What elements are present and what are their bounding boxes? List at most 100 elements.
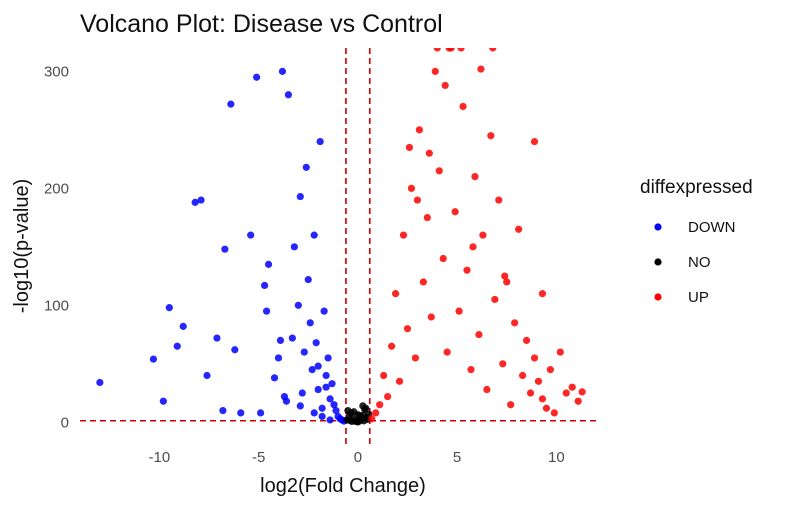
legend-key-down [654,223,662,231]
point-up-25 [467,366,475,374]
y-tick-label-3: 300 [44,63,69,80]
point-up-28 [479,231,487,239]
point-up-11 [411,354,420,362]
point-up-21 [451,208,459,216]
point-down-35 [312,339,320,347]
point-down-59 [326,416,334,424]
point-down-55 [280,392,289,401]
point-down-30 [302,163,310,171]
point-down-54 [322,383,330,391]
point-up-34 [503,278,511,286]
point-down-29 [298,389,306,397]
point-up-43 [538,395,547,403]
point-down-44 [330,401,338,409]
point-up-5 [388,342,396,350]
point-up-58 [441,81,449,90]
point-up-45 [546,366,554,374]
point-down-25 [288,334,296,342]
point-down-50 [262,307,271,315]
point-down-52 [300,348,308,356]
point-down-14 [237,409,245,417]
point-down-5 [179,322,187,330]
point-down-1 [149,355,158,363]
point-up-15 [427,313,435,321]
point-down-36 [314,385,322,394]
point-up-16 [431,67,439,75]
point-down-42 [326,395,334,403]
point-up-24 [463,266,471,274]
point-up-29 [483,385,491,394]
point-down-4 [173,342,181,350]
point-up-51 [578,388,586,396]
threshold-lines [80,48,600,448]
point-down-38 [318,404,326,412]
point-up-13 [419,278,427,286]
point-down-6 [191,198,199,206]
legend: DOWN NO UP [654,219,736,306]
point-up-30 [487,132,495,140]
point-down-21 [274,354,283,362]
point-down-51 [276,336,285,344]
point-up-50 [574,397,582,405]
point-down-11 [221,245,229,253]
point-up-31 [491,295,499,304]
point-down-15 [247,231,255,239]
point-down-58 [318,412,326,421]
x-tick-label-3: 5 [453,449,461,466]
point-up-3 [380,371,388,380]
point-down-2 [159,397,167,405]
point-up-56 [489,48,497,52]
point-up-40 [526,389,535,397]
x-tick-label-4: 10 [548,449,565,466]
data-points [96,48,586,426]
point-up-49 [568,383,576,391]
point-up-47 [556,348,564,356]
point-no-22 [354,411,362,419]
point-down-39 [320,307,328,315]
point-down-43 [328,380,336,388]
point-down-31 [304,275,312,284]
chart-title: Volcano Plot: Disease vs Control [80,10,443,38]
point-up-23 [459,102,467,111]
point-down-17 [257,409,265,417]
point-up-37 [515,225,523,233]
point-up-0 [368,415,376,423]
point-up-48 [562,389,570,397]
point-down-16 [253,73,261,81]
point-down-53 [314,362,322,370]
point-no-23 [359,402,367,410]
point-up-41 [530,354,539,362]
point-up-59 [530,137,539,146]
point-down-3 [165,304,173,312]
point-up-39 [522,336,531,344]
y-tick-label-1: 100 [44,297,69,314]
point-down-34 [310,231,318,239]
point-down-10 [219,406,227,415]
point-up-62 [469,243,477,251]
point-up-17 [435,167,443,175]
point-down-28 [296,192,304,201]
point-down-12 [227,100,235,108]
point-up-14 [423,213,431,222]
point-down-22 [278,67,287,75]
point-down-8 [203,371,211,380]
point-up-35 [507,401,515,409]
y-tick-label-0: 0 [61,414,69,431]
point-up-18 [439,254,447,263]
point-up-42 [534,377,543,385]
point-down-19 [264,260,273,268]
x-axis-ticks: -10 -5 0 5 10 [149,449,565,466]
point-up-60 [405,143,414,152]
point-down-56 [296,402,304,410]
y-tick-label-2: 200 [44,180,69,197]
point-down-45 [332,406,340,415]
x-tick-label-0: -10 [149,449,171,466]
point-down-33 [308,366,316,374]
point-down-41 [324,354,332,362]
point-down-24 [284,91,292,99]
point-down-20 [270,374,279,382]
legend-label-down: DOWN [688,219,736,236]
series-up [368,48,586,423]
point-down-13 [231,346,239,354]
